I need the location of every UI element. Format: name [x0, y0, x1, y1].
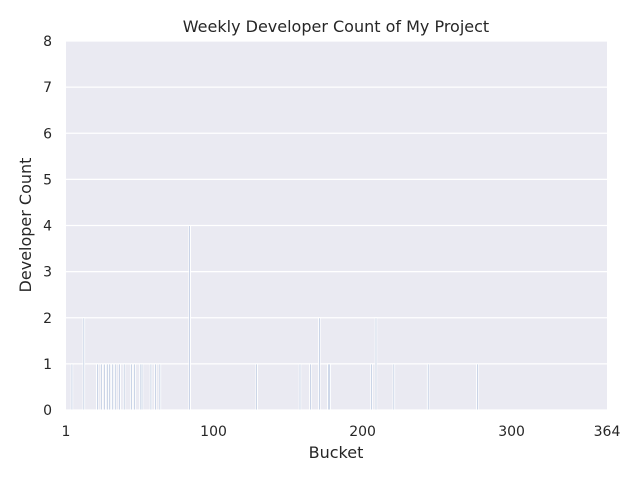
bar: [318, 317, 321, 411]
y-tick-label: 8: [43, 34, 52, 50]
bar: [70, 363, 74, 411]
bar: [309, 363, 312, 411]
bar: [476, 363, 479, 411]
bar: [255, 363, 259, 411]
bar: [426, 363, 430, 411]
bar: [133, 363, 136, 411]
bar: [100, 363, 104, 411]
bar: [130, 363, 133, 411]
x-tick-label: 100: [200, 424, 227, 440]
bar: [118, 363, 121, 411]
bar: [122, 363, 126, 411]
bar: [82, 317, 86, 411]
x-tick-label: 364: [594, 424, 621, 440]
x-tick-label: 1: [62, 424, 71, 440]
y-tick-label: 2: [43, 311, 52, 327]
x-tick-label: 200: [349, 424, 376, 440]
y-tick-label: 4: [43, 219, 52, 235]
x-axis-label: Bucket: [309, 443, 364, 462]
bar: [392, 363, 396, 411]
bar: [107, 363, 111, 411]
x-tick-label: 300: [498, 424, 525, 440]
bar: [96, 363, 99, 411]
bar: [140, 363, 144, 411]
y-axis-label: Developer Count: [16, 158, 35, 293]
bar: [158, 363, 162, 411]
y-tick-label: 1: [43, 357, 52, 373]
y-tick-label: 3: [43, 265, 52, 281]
bar: [374, 317, 378, 411]
bar: [110, 363, 114, 411]
bar: [298, 363, 302, 411]
bar-layer: [70, 225, 479, 411]
bar: [370, 363, 373, 411]
y-tick-label: 0: [43, 403, 52, 419]
y-tick-label: 5: [43, 172, 52, 188]
bar: [328, 363, 332, 411]
bar: [103, 363, 106, 411]
bar: [188, 225, 191, 411]
bar: [149, 363, 153, 411]
bar: [113, 363, 117, 411]
chart-title: Weekly Developer Count of My Project: [183, 17, 489, 36]
y-tick-label: 7: [43, 80, 52, 96]
y-tick-label: 6: [43, 126, 52, 142]
x-tick-labels: 1 100 200 300 364: [62, 424, 621, 440]
y-tick-labels: 0 1 2 3 4 5 6 7 8: [43, 34, 52, 419]
bar: [154, 363, 157, 411]
